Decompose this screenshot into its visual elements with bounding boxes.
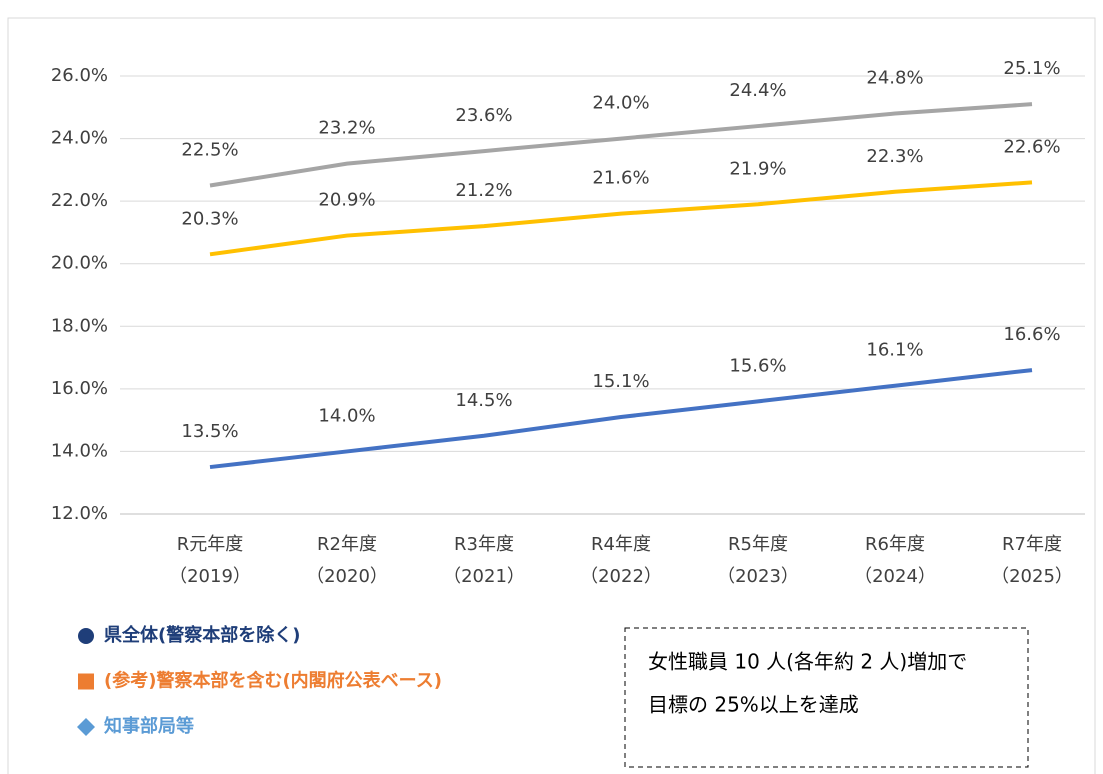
y-tick-label: 22.0% xyxy=(51,190,108,211)
x-tick-label: （2021） xyxy=(443,566,525,587)
x-tick-label: （2023） xyxy=(717,566,799,587)
y-tick-label: 18.0% xyxy=(51,315,108,336)
x-tick-label: （2024） xyxy=(854,566,936,587)
data-label: 21.9% xyxy=(729,158,786,179)
series-line xyxy=(209,368,1033,470)
series-line xyxy=(209,102,1033,188)
data-label: 14.0% xyxy=(318,405,375,426)
legend-marker xyxy=(77,718,95,736)
annotation: 女性職員 10 人(各年約 2 人)増加で xyxy=(648,650,967,674)
x-tick-label: （2022） xyxy=(580,566,662,587)
data-label: 20.9% xyxy=(318,190,375,211)
data-label: 22.3% xyxy=(866,146,923,167)
data-label: 15.6% xyxy=(729,355,786,376)
data-label: 24.8% xyxy=(866,68,923,89)
data-label: 25.1% xyxy=(1003,58,1060,79)
data-label: 24.0% xyxy=(592,93,649,114)
data-label: 16.1% xyxy=(866,340,923,361)
data-label: 16.6% xyxy=(1003,324,1060,345)
x-tick-label: （2019） xyxy=(169,566,251,587)
annotation: 目標の 25%以上を達成 xyxy=(648,693,859,717)
data-label: 22.6% xyxy=(1003,136,1060,157)
x-tick-label: （2025） xyxy=(991,566,1073,587)
data-label: 21.2% xyxy=(455,180,512,201)
series-line xyxy=(209,180,1033,257)
data-label: 23.6% xyxy=(455,105,512,126)
y-tick-label: 16.0% xyxy=(51,378,108,399)
legend-label: (参考)警察本部を含む(内閣府公表ベース) xyxy=(104,670,442,692)
chart-border xyxy=(7,17,1096,774)
data-label: 22.5% xyxy=(181,140,238,161)
x-tick-label: R4年度 xyxy=(591,534,651,555)
data-label: 15.1% xyxy=(592,371,649,392)
legend-label: 知事部局等 xyxy=(104,715,194,737)
x-tick-label: R6年度 xyxy=(865,534,925,555)
x-tick-label: R7年度 xyxy=(1002,534,1062,555)
data-label: 20.3% xyxy=(181,208,238,229)
legend-marker xyxy=(78,673,94,690)
x-tick-label: R2年度 xyxy=(317,534,377,555)
data-label: 14.5% xyxy=(455,390,512,411)
x-tick-label: R3年度 xyxy=(454,534,514,555)
legend-marker xyxy=(78,628,94,644)
data-label: 13.5% xyxy=(181,421,238,442)
y-tick-label: 14.0% xyxy=(51,440,108,461)
y-tick-label: 20.0% xyxy=(51,253,108,274)
x-tick-label: （2020） xyxy=(306,566,388,587)
legend-label: 県全体(警察本部を除く) xyxy=(104,624,300,646)
y-tick-label: 24.0% xyxy=(51,128,108,149)
y-tick-label: 12.0% xyxy=(51,503,108,524)
x-tick-label: R5年度 xyxy=(728,534,788,555)
data-label: 24.4% xyxy=(729,80,786,101)
data-label: 21.6% xyxy=(592,168,649,189)
data-label: 23.2% xyxy=(318,118,375,139)
x-tick-label: R元年度 xyxy=(177,534,244,555)
y-tick-label: 26.0% xyxy=(51,65,108,86)
annotation-box xyxy=(624,627,1029,768)
